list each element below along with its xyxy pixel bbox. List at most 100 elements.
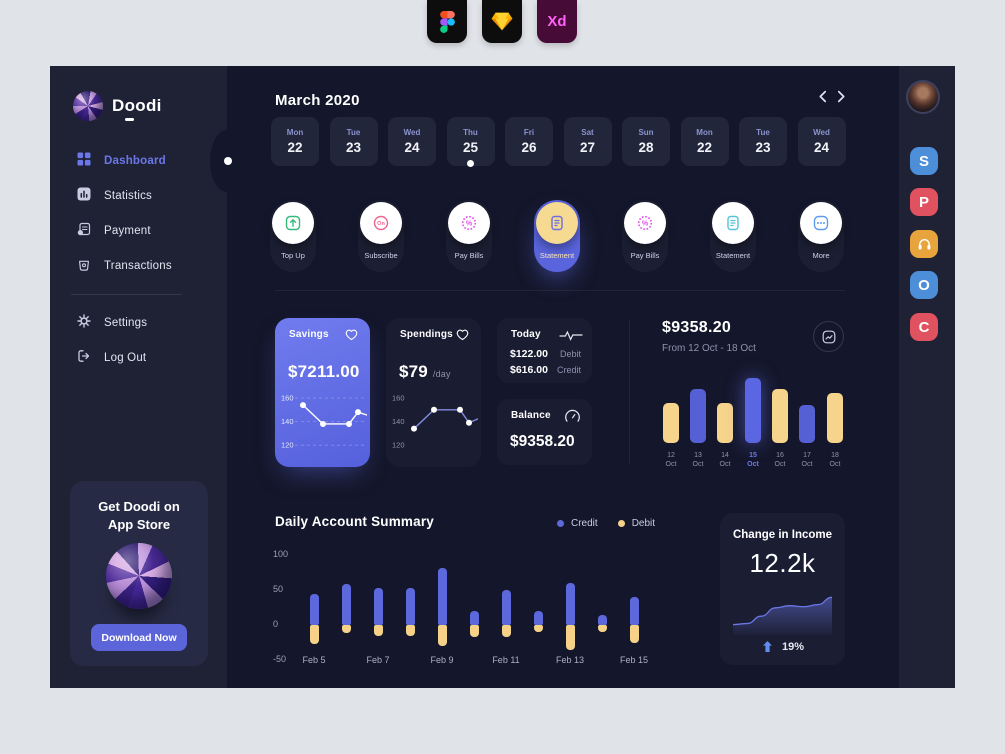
action-label: Top Up xyxy=(281,251,305,260)
sketch-icon xyxy=(482,0,522,43)
calendar-day-tue-23[interactable]: Tue 23 xyxy=(329,117,378,166)
svg-text:On: On xyxy=(377,221,385,227)
summary-x-label: Feb 15 xyxy=(619,655,649,665)
change-in-income-card[interactable]: Change in Income 12.2k 19% xyxy=(720,513,845,665)
arrow-up-icon xyxy=(762,641,772,652)
trend-chart-button[interactable] xyxy=(813,321,844,352)
savings-mini-chart: 160 140 120 xyxy=(281,394,367,450)
logo-underline xyxy=(125,118,134,121)
sidebar-item-payment[interactable]: Payment xyxy=(77,221,151,241)
doodi-sphere-graphic xyxy=(106,543,172,609)
weekly-bar-18-oct xyxy=(827,392,843,443)
dock-app-c[interactable]: C xyxy=(910,313,938,341)
weekly-balance-amount: $9358.20 xyxy=(662,319,732,336)
spendings-unit: /day xyxy=(432,369,451,379)
action-more[interactable]: More xyxy=(798,200,844,272)
action-statement[interactable]: Statement xyxy=(710,200,756,272)
vertical-divider xyxy=(629,320,630,465)
svg-text:120: 120 xyxy=(392,441,405,450)
subscribe-icon: On xyxy=(360,202,402,244)
chevron-left-icon[interactable] xyxy=(818,90,832,106)
weekly-bar-16-oct xyxy=(772,389,788,443)
action-top-up[interactable]: Top Up xyxy=(270,200,316,272)
sidebar-item-transactions[interactable]: Transactions xyxy=(77,256,172,276)
activity-pulse-icon xyxy=(559,328,583,346)
sidebar-item-statistics[interactable]: Statistics xyxy=(77,186,152,206)
spendings-mini-chart: 160 140 120 xyxy=(392,394,478,450)
sidebar-item-dashboard[interactable]: Dashboard xyxy=(77,151,166,171)
percent-icon: % xyxy=(448,202,490,244)
calendar-day-wed-24[interactable]: Wed 24 xyxy=(797,117,846,166)
calendar-day-sat-27[interactable]: Sat 27 xyxy=(563,117,612,166)
favorite-icon[interactable] xyxy=(344,327,359,346)
sidebar-divider xyxy=(71,294,182,295)
calendar-day-mon-22[interactable]: Mon 22 xyxy=(680,117,729,166)
debit-bar xyxy=(501,625,511,637)
weekly-x-label: 15 Oct xyxy=(747,452,759,468)
balance-card[interactable]: Balance $9358.20 xyxy=(497,399,592,465)
sidebar-item-label: Dashboard xyxy=(104,155,166,167)
savings-card[interactable]: Savings $7211.00 160 140 120 xyxy=(275,318,370,467)
weekly-bar-13-oct xyxy=(690,389,706,443)
appstore-card: Get Doodi on App Store Download Now xyxy=(70,481,208,666)
dock-app-o[interactable]: O xyxy=(910,271,938,299)
balance-amount: $9358.20 xyxy=(510,433,575,450)
weekly-bar-17-oct xyxy=(799,405,815,443)
user-avatar[interactable] xyxy=(906,80,940,114)
calendar-day-wed-24[interactable]: Wed 24 xyxy=(388,117,436,166)
app-name: Doodi xyxy=(112,96,162,115)
weekly-bar-12-oct xyxy=(663,402,679,443)
weekly-bar-14-oct xyxy=(717,402,733,443)
credit-bar xyxy=(501,590,511,625)
dock-app-headset[interactable] xyxy=(910,230,938,258)
sidebar: Doodi Dashboard Statistics Payment Transact… xyxy=(50,66,227,688)
calendar-day-fri-26[interactable]: Fri 26 xyxy=(505,117,553,166)
summary-y-tick: -50 xyxy=(273,654,287,664)
credit-bar xyxy=(309,593,319,625)
spendings-card[interactable]: Spendings $79 /day 160 140 120 xyxy=(386,318,481,467)
weekly-x-label: 18 Oct xyxy=(829,452,841,468)
legend-credit: Credit xyxy=(557,518,598,529)
sidebar-item-label: Transactions xyxy=(104,260,172,272)
debit-bar xyxy=(629,625,639,643)
today-debit-row: $122.00 Debit xyxy=(510,348,581,360)
savings-title: Savings xyxy=(289,329,329,340)
summary-x-label: Feb 9 xyxy=(430,655,454,665)
sidebar-item-settings[interactable]: Settings xyxy=(77,313,147,333)
action-subscribe[interactable]: On Subscribe xyxy=(358,200,404,272)
gauge-icon xyxy=(564,408,581,428)
dashboard-window: Doodi Dashboard Statistics Payment Transact… xyxy=(50,66,955,688)
summary-bar-chart: Feb 5 Feb 7 Feb 9 Feb 11 Feb 13 Feb 15 xyxy=(302,536,648,671)
spendings-amount: $79 /day xyxy=(399,362,451,381)
chevron-right-icon[interactable] xyxy=(837,90,851,106)
summary-x-label: Feb 5 xyxy=(302,655,326,665)
action-pay-bills[interactable]: % Pay Bills xyxy=(622,200,668,272)
today-card[interactable]: Today $122.00 Debit $616.00 Credit xyxy=(497,318,592,383)
sidebar-item-log-out[interactable]: Log Out xyxy=(77,348,146,368)
credit-bar xyxy=(565,583,575,625)
favorite-icon[interactable] xyxy=(455,327,470,346)
credit-bar xyxy=(469,611,479,625)
download-now-button[interactable]: Download Now xyxy=(91,624,187,651)
active-page-indicator-dot xyxy=(224,157,232,165)
sidebar-item-label: Settings xyxy=(104,317,148,329)
dock-app-s[interactable]: S xyxy=(910,147,938,175)
statement-icon xyxy=(536,202,578,244)
credit-bar xyxy=(629,597,639,625)
debit-bar xyxy=(373,625,383,636)
section-divider xyxy=(275,290,845,291)
legend-debit: Debit xyxy=(617,518,655,529)
settings-icon xyxy=(77,313,91,333)
action-pay-bills[interactable]: % Pay Bills xyxy=(446,200,492,272)
income-change-row: 19% xyxy=(720,640,845,653)
calendar-day-thu-25[interactable]: Thu 25 xyxy=(446,117,495,166)
doodi-logo-icon xyxy=(73,91,103,121)
calendar-day-mon-22[interactable]: Mon 22 xyxy=(271,117,319,166)
credit-bar xyxy=(597,614,607,625)
chart-legend: Credit Debit xyxy=(557,518,655,529)
calendar-day-tue-23[interactable]: Tue 23 xyxy=(739,117,787,166)
calendar-day-sun-28[interactable]: Sun 28 xyxy=(622,117,670,166)
income-change: 19% xyxy=(781,640,805,653)
dock-app-p[interactable]: P xyxy=(910,188,938,216)
action-statement[interactable]: Statement xyxy=(534,200,580,272)
